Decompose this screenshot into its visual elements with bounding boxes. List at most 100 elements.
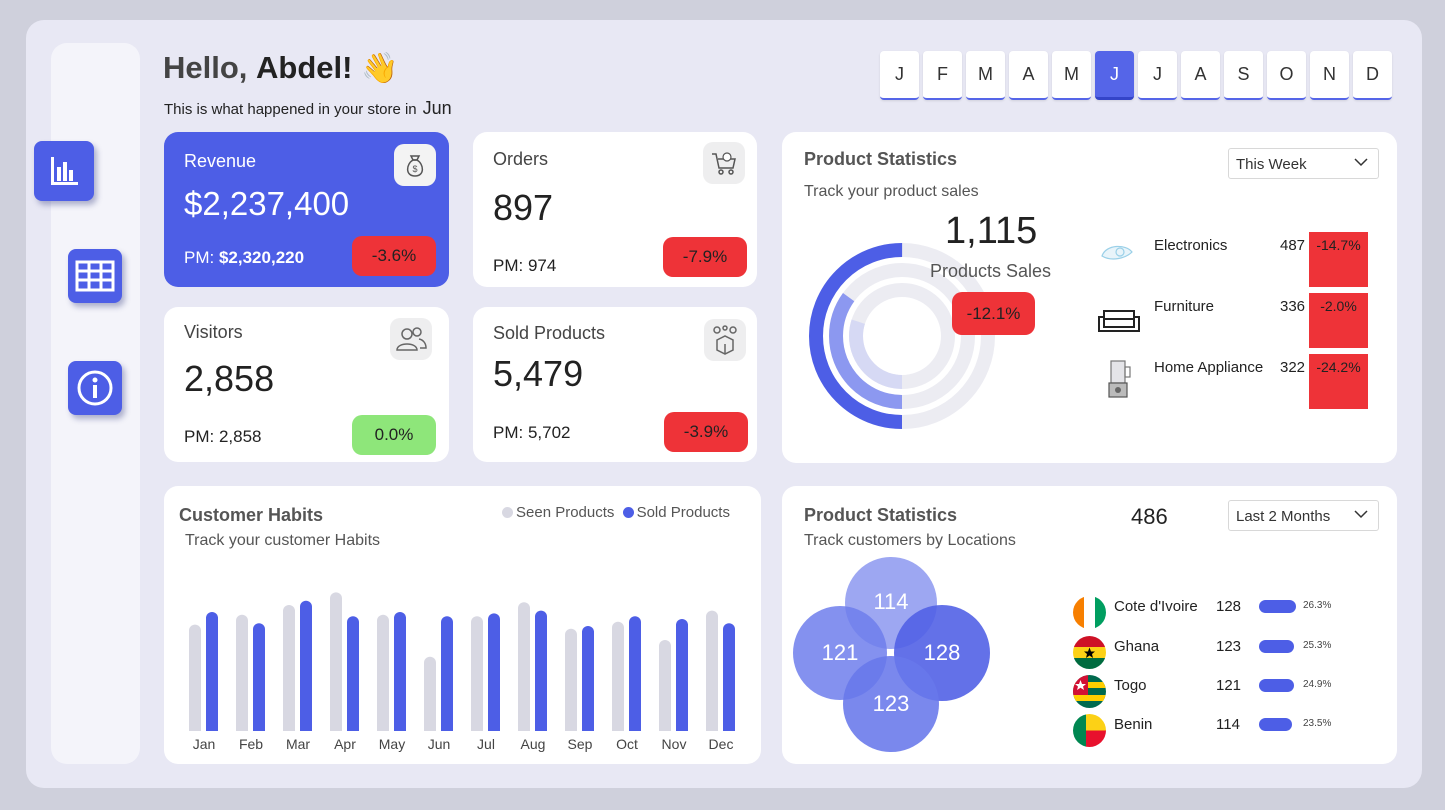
month-button-9[interactable]: O [1267, 51, 1306, 100]
category-name: Furniture [1154, 298, 1215, 315]
month-button-3[interactable]: A [1009, 51, 1048, 100]
seen-bar-base [518, 725, 530, 731]
month-button-2[interactable]: M [966, 51, 1005, 100]
visitors-value: 2,858 [184, 358, 275, 399]
pm-label: PM: [184, 248, 215, 267]
sold-bar-base [441, 725, 453, 731]
category-name: Electronics [1154, 237, 1228, 254]
month-button-1[interactable]: F [923, 51, 962, 100]
product-statistics-title: Product Statistics [804, 149, 958, 169]
locations-title: Product Statistics [804, 505, 958, 525]
category-row: Furniture 336 -2.0% [1096, 293, 1396, 348]
location-value: 128 [1216, 598, 1242, 615]
sold-products-change-badge: -3.9% [664, 412, 748, 452]
seen-bar-base [706, 725, 718, 731]
customer-habits-bar-chart: Jan Feb Mar Apr May Jun Jul Aug Sep Oct Nov Dec [189, 592, 735, 752]
x-tick-label: May [379, 736, 405, 752]
category-name: Home Appliance [1154, 359, 1264, 376]
greeting-title: Hello, Abdel! 👋 [163, 50, 398, 86]
x-tick-label: Sep [568, 736, 593, 752]
sold-bar [535, 610, 547, 731]
sold-bar [394, 612, 406, 731]
sold-products-pm: PM: 5,702 [493, 423, 571, 442]
orders-pm: PM: 974 [493, 256, 557, 275]
location-share-pct: 23.5% [1303, 718, 1332, 729]
month-button-7[interactable]: A [1181, 51, 1220, 100]
chevron-down-icon [1354, 158, 1368, 167]
month-button-10[interactable]: N [1310, 51, 1349, 100]
sold-bar [629, 616, 641, 731]
week-filter-value: This Week [1236, 156, 1307, 173]
seen-bar-base [424, 725, 436, 731]
revenue-value: $2,237,400 [184, 185, 350, 222]
category-value: 336 [1280, 298, 1306, 315]
period-filter-value: Last 2 Months [1236, 508, 1331, 525]
orders-title: Orders [493, 149, 549, 169]
seen-bar-base [236, 725, 248, 731]
location-value: 121 [1216, 677, 1242, 694]
sold-bar [488, 613, 500, 731]
sold-bar [582, 626, 594, 731]
box-icon [704, 319, 746, 361]
seen-bar-base [283, 725, 295, 731]
sidebar-item-info[interactable] [68, 361, 122, 415]
visitors-title: Visitors [184, 322, 243, 342]
seen-bar [612, 621, 624, 731]
x-tick-label: Jan [193, 736, 216, 752]
revenue-title: Revenue [184, 151, 257, 171]
month-button-5[interactable]: J [1095, 51, 1134, 100]
sidebar-item-dashboard[interactable] [34, 133, 117, 209]
sold-products-card: Sold Products 5,479 PM: 5,702 -3.9% [473, 307, 757, 462]
table-icon [75, 260, 115, 292]
x-tick-label: Aug [521, 736, 546, 752]
sold-bar [441, 616, 453, 731]
seen-bar-base [612, 725, 624, 731]
month-button-0[interactable]: J [880, 51, 919, 100]
customer-habits-title: Customer Habits [179, 505, 324, 525]
x-tick-label: Jun [428, 736, 451, 752]
category-change: -14.7% [1309, 232, 1368, 287]
location-name: Togo [1114, 677, 1147, 694]
sold-products-value: 5,479 [493, 353, 584, 394]
users-icon [390, 318, 432, 360]
seen-bar-base [659, 725, 671, 731]
seen-bar-base [377, 725, 389, 731]
sold-bar-base [394, 725, 406, 731]
product-sales-change-badge: -12.1% [952, 292, 1035, 335]
greeting-hello: Hello, [163, 50, 248, 85]
bubble-label: 114 [873, 589, 908, 614]
seen-bar-base [471, 725, 483, 731]
customer-habits-card: Customer Habits Track your customer Habi… [164, 486, 761, 764]
chart-legend: Seen Products Sold Products [502, 504, 730, 521]
week-filter-dropdown[interactable]: This Week [1228, 148, 1379, 179]
location-name: Ghana [1114, 638, 1160, 655]
sold-bar-base [347, 725, 359, 731]
sold-bar [347, 616, 359, 731]
month-button-6[interactable]: J [1138, 51, 1177, 100]
wave-icon: 👋 [361, 52, 399, 85]
visitors-card: Visitors 2,858 PM: 2,858 0.0% [164, 307, 449, 462]
month-button-8[interactable]: S [1224, 51, 1263, 100]
seen-bar-base [565, 725, 577, 731]
sold-bar-base [535, 725, 547, 731]
seen-bar [330, 592, 342, 731]
period-filter-dropdown[interactable]: Last 2 Months [1228, 500, 1379, 531]
category-row: Electronics 487 -14.7% [1096, 232, 1396, 287]
product-statistics-card: Product Statistics Track your product sa… [782, 132, 1397, 463]
location-share-bar [1259, 679, 1294, 692]
seen-bar [565, 628, 577, 731]
visitors-pm: PM: 2,858 [184, 427, 262, 446]
location-share-bar [1259, 600, 1296, 613]
month-button-11[interactable]: D [1353, 51, 1392, 100]
sold-bar-base [629, 725, 641, 731]
month-button-4[interactable]: M [1052, 51, 1091, 100]
location-name: Benin [1114, 716, 1153, 733]
sidebar-item-table[interactable] [68, 249, 122, 303]
info-icon [77, 370, 113, 406]
location-row: Togo 121 24.9% [1073, 675, 1373, 711]
sold-bar-base [582, 725, 594, 731]
sold-bar-base [488, 725, 500, 731]
greeting-subtitle: This is what happened in your store in Ju… [164, 98, 452, 119]
sold-bar-base [206, 725, 218, 731]
category-value: 487 [1280, 237, 1306, 254]
